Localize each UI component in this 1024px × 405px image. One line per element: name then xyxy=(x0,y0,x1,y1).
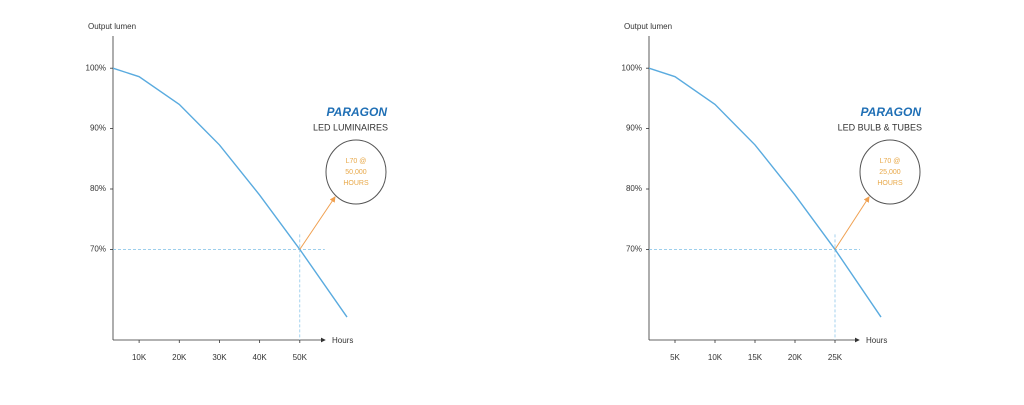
callout-text: L70 @ xyxy=(880,158,901,165)
callout-text: 25,000 xyxy=(879,169,901,176)
y-tick-label: 70% xyxy=(626,245,642,254)
callout-circle xyxy=(325,139,387,205)
x-axis-label: Hours xyxy=(866,336,887,345)
x-tick-label: 25K xyxy=(828,353,843,362)
x-tick-label: 30K xyxy=(212,353,227,362)
y-tick-label: 80% xyxy=(626,184,642,193)
x-tick-label: 5K xyxy=(670,353,680,362)
x-tick-label: 20K xyxy=(172,353,187,362)
x-tick-label: 20K xyxy=(788,353,803,362)
callout-text: HOURS xyxy=(877,180,903,187)
x-tick-label: 15K xyxy=(748,353,763,362)
product-name: LED BULB & TUBES xyxy=(838,122,922,132)
y-axis-label: Output lumen xyxy=(624,22,672,31)
product-name: LED LUMINAIRES xyxy=(313,122,388,132)
y-tick-label: 70% xyxy=(90,245,106,254)
callout-arrow xyxy=(299,196,336,250)
y-tick-label: 80% xyxy=(90,184,106,193)
y-axis-label: Output lumen xyxy=(88,22,136,31)
callout-text: HOURS xyxy=(343,180,369,187)
callout-text: 50,000 xyxy=(345,169,367,176)
x-tick-label: 50K xyxy=(293,353,308,362)
y-tick-label: 100% xyxy=(622,63,642,72)
callout-arrow xyxy=(834,196,870,250)
line-series xyxy=(112,67,348,318)
brand-logo: PARAGON xyxy=(861,105,922,119)
callout-text: L70 @ xyxy=(346,158,367,165)
y-tick-label: 90% xyxy=(90,124,106,133)
x-tick-label: 40K xyxy=(253,353,268,362)
brand-logo: PARAGON xyxy=(327,105,388,119)
y-tick-label: 90% xyxy=(626,124,642,133)
x-tick-label: 10K xyxy=(708,353,723,362)
line-series xyxy=(648,67,882,318)
x-axis-label: Hours xyxy=(332,336,353,345)
y-tick-label: 100% xyxy=(86,63,106,72)
x-tick-label: 10K xyxy=(132,353,147,362)
callout-circle xyxy=(859,139,921,205)
